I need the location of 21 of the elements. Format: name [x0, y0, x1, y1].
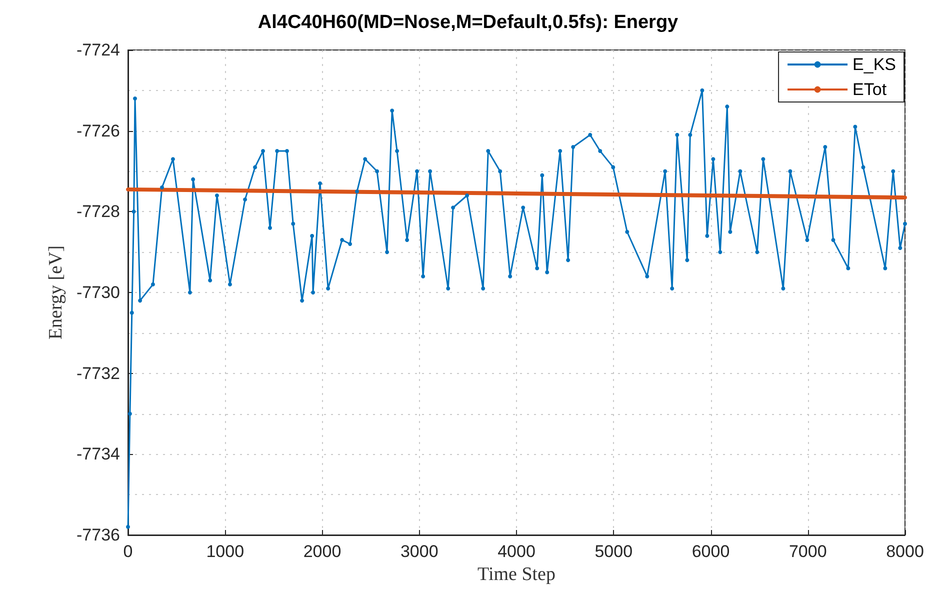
x-tick-label: 6000 [692, 542, 730, 561]
x-tick-label: 2000 [303, 542, 342, 561]
chart-title: Al4C40H60(MD=Nose,M=Default,0.5fs): Energy [258, 12, 679, 33]
x-tick-label: 3000 [400, 542, 438, 561]
y-tick-label: -7726 [76, 121, 120, 140]
y-tick-label: -7730 [76, 283, 120, 302]
y-tick-label: -7734 [76, 444, 120, 464]
legend-label: E_KS [852, 55, 896, 74]
y-tick-label: -7732 [76, 364, 120, 383]
y-axis-title: Energy [eV] [46, 245, 67, 340]
y-tick-label: -7736 [76, 526, 120, 544]
x-axis-title: Time Step [478, 564, 556, 585]
x-tick-label: 5000 [594, 542, 633, 561]
x-tick-label: 1000 [206, 542, 244, 561]
y-tick-label: -7724 [76, 40, 120, 60]
x-tick-label: 0 [123, 542, 133, 561]
x-tick-label: 8000 [886, 542, 924, 561]
x-tick-label: 7000 [788, 542, 827, 561]
y-tick-label: -7728 [76, 202, 120, 222]
legend-label: ETot [852, 80, 887, 99]
x-tick-label: 4000 [498, 542, 536, 561]
